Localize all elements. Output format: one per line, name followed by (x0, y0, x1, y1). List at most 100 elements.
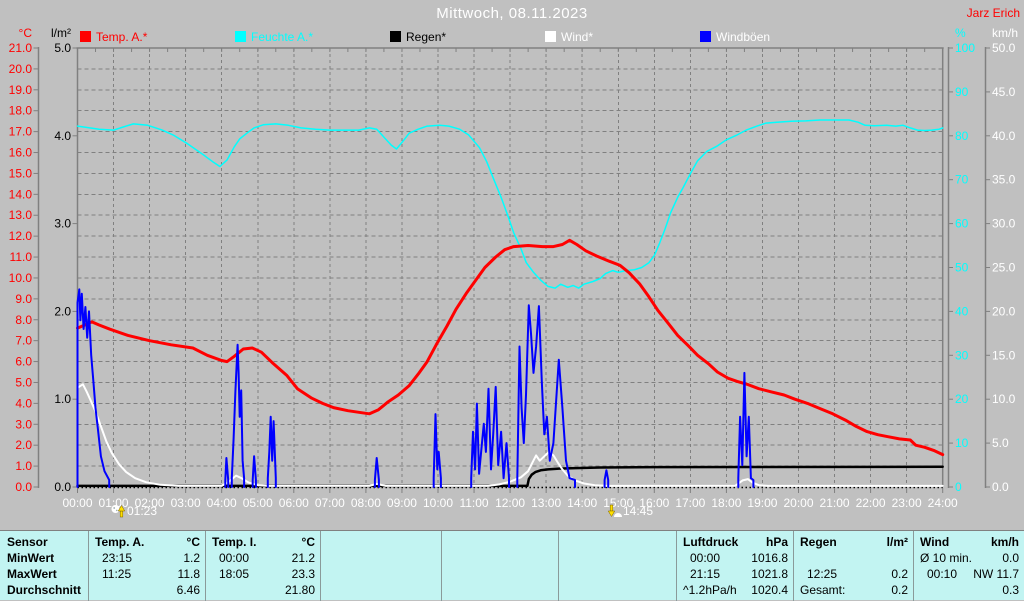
table-cell: Durchschnitt (7, 583, 82, 597)
table-cell-time: 11:25 (102, 567, 132, 581)
table-row: 18:05 23.3 (205, 566, 320, 582)
wind-tick-label: 25.0 (992, 261, 1016, 275)
wind-tick-label: 20.0 (992, 304, 1016, 318)
table-cell-value: 0.0 (1002, 551, 1019, 565)
table-col-wind: Wind km/h Ø 10 min. 0.0 00:10 NW 11.7 0.3 (913, 531, 1024, 601)
temp-axis-unit: °C (19, 26, 33, 40)
table-row: 6.46 (88, 582, 205, 598)
moonset-time: 14:45 (623, 504, 654, 518)
temp-tick-label: 8.0 (15, 313, 32, 327)
table-header-row: Luftdruck hPa (676, 534, 793, 550)
series-windb-en (603, 469, 610, 488)
table-row: 0.3 (913, 582, 1024, 598)
table-row: 00:10 NW 11.7 (913, 566, 1024, 582)
table-cell-value: 21.2 (291, 551, 315, 565)
legend-label: Feuchte A.* (251, 29, 314, 44)
series-windb-en (470, 385, 510, 488)
hour-label: 22:00 (856, 496, 886, 510)
table-col-luftdruck: Luftdruck hPa 00:00 1016.8 21:15 1021.8 ^1.2hP… (676, 531, 793, 601)
legend-label: Windböen (716, 29, 771, 44)
table-header-row: Wind km/h (913, 534, 1024, 550)
humidity-tick-label: 30 (955, 348, 969, 362)
table-row-label: Sensor (0, 534, 88, 550)
table-header-row: Regen l/m² (793, 534, 913, 550)
series-windb-en (266, 415, 277, 488)
table-col-temp-i: Temp. I. °C 00:00 21.2 18:05 23.3 21.80 (205, 531, 320, 601)
temp-tick-label: 7.0 (15, 334, 32, 348)
moonset-icon (607, 504, 622, 517)
hour-label: 20:00 (783, 496, 813, 510)
wind-tick-label: 45.0 (992, 85, 1016, 99)
hour-label: 04:00 (207, 496, 237, 510)
table-cell-time: 12:25 (807, 567, 838, 581)
table-cell-value: 0.2 (891, 583, 908, 597)
wind-swatch-icon (545, 31, 556, 42)
temp-tick-label: 16.0 (9, 146, 33, 160)
table-cell-value: 23.3 (291, 567, 315, 581)
table-row: 23:15 1.2 (88, 550, 205, 566)
table-header-row: Temp. I. °C (205, 534, 320, 550)
wind-tick-label: 0.0 (992, 480, 1009, 494)
humidity-tick-label: 80 (955, 129, 969, 143)
table-cell: MinWert (7, 551, 55, 565)
rain-tick-label: 3.0 (54, 217, 71, 231)
temp-tick-label: 13.0 (9, 208, 33, 222)
wind-tick-label: 35.0 (992, 173, 1016, 187)
table-row-label: Durchschnitt (0, 582, 88, 598)
wind-tick-label: 40.0 (992, 129, 1016, 143)
table-separator (793, 531, 794, 601)
table-sensor-name: Temp. I. (212, 535, 257, 549)
table-cell-value: 1021.8 (751, 567, 788, 581)
hour-label: 07:00 (315, 496, 345, 510)
table-col-regen: Regen l/m² 12:25 0.2 Gesamt: 0.2 (793, 531, 913, 601)
table-row-label: MaxWert (0, 566, 88, 582)
temp-tick-label: 1.0 (15, 459, 32, 473)
table-sensor-unit: hPa (765, 535, 788, 549)
legend-item-regen: Regen* (390, 29, 447, 44)
table-separator (676, 531, 677, 601)
humidity-tick-label: 100 (955, 41, 975, 55)
humidity-tick-label: 50 (955, 261, 969, 275)
table-cell-time: Gesamt: (800, 583, 846, 597)
table-row: 00:00 1016.8 (676, 550, 793, 566)
rain-tick-label: 1.0 (54, 392, 71, 406)
table-cell-time: 21:15 (690, 567, 721, 581)
rain-tick-label: 2.0 (54, 304, 71, 318)
wind-tick-label: 15.0 (992, 348, 1016, 362)
table-col-empty (558, 531, 676, 601)
series-temp-a (76, 238, 945, 457)
table-row: 12:25 0.2 (793, 566, 913, 582)
table-separator (913, 531, 914, 601)
temp-tick-label: 2.0 (15, 438, 32, 452)
table-sensor-unit: l/m² (886, 535, 908, 549)
table-cell-time: ^1.2hPa/h (683, 583, 737, 597)
wind-tick-label: 50.0 (992, 41, 1016, 55)
wind-tick-label: 5.0 (992, 436, 1009, 450)
table-sensor-name: Wind (920, 535, 950, 549)
table-cell-value: 0.3 (1002, 583, 1019, 597)
temp-tick-label: 11.0 (10, 250, 33, 264)
table-cell-value: 0.2 (891, 567, 908, 581)
table-cell-time: 00:00 (690, 551, 721, 565)
legend-label: Temp. A.* (96, 29, 148, 44)
hour-label: 18:00 (711, 496, 741, 510)
hour-label: 13:00 (531, 496, 561, 510)
rain-tick-label: 0.0 (54, 480, 71, 494)
humidity-tick-label: 20 (955, 392, 969, 406)
table-col-empty (320, 531, 441, 601)
series-windb-en (432, 413, 442, 488)
temp-a-swatch-icon (80, 31, 91, 42)
temp-tick-label: 5.0 (15, 375, 32, 389)
temp-tick-label: 21.0 (9, 41, 33, 55)
table-row: 00:00 21.2 (205, 550, 320, 566)
hour-label: 10:00 (423, 496, 453, 510)
wind-axis-unit: km/h (992, 26, 1018, 40)
legend-label: Regen* (406, 29, 447, 44)
table-sensor-unit: °C (186, 535, 200, 549)
table-row-label: MinWert (0, 550, 88, 566)
table-row: Gesamt: 0.2 (793, 582, 913, 598)
series-windb-en (737, 371, 755, 488)
series-windb-en (224, 457, 230, 488)
table-cell-value: 1020.4 (751, 583, 788, 597)
table-cell-value: NW 11.7 (973, 567, 1019, 581)
